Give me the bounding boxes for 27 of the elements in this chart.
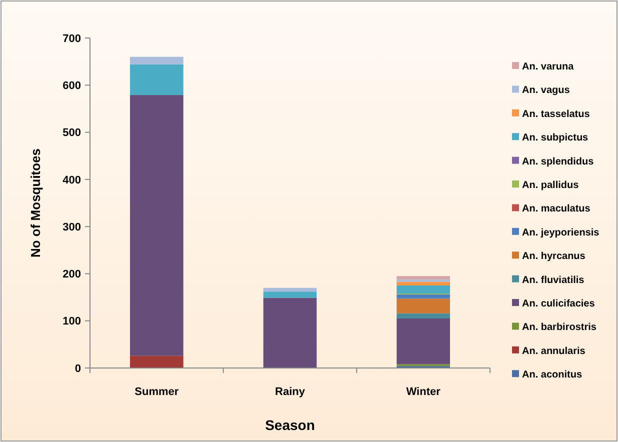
legend-label: An. fluviatilis [522,274,585,286]
y-tick-label: 300 [62,221,81,234]
legend-label: An. splendidus [522,156,594,168]
y-tick-label: 400 [62,174,81,186]
y-tick-label: 100 [62,316,81,328]
legend-label: An. hyrcanus [522,251,586,262]
y-tick-label: 500 [62,127,81,140]
legend-label: An. vagus [522,85,570,96]
y-tick-label: 600 [62,80,81,92]
legend-label: An. subpictus [522,132,589,144]
legend-label: An. jeyporiensis [522,227,600,238]
x-tick-label: Rainy [275,386,306,398]
legend-label: An. aconitus [522,370,582,381]
y-tick-label: 700 [62,32,81,45]
legend-label: An. varuna [522,62,574,72]
y-tick-label: 0 [74,362,81,375]
legend-label: An. tasselatus [522,108,590,120]
legend-label: An. annularis [522,346,586,357]
x-axis-title: Season [265,417,315,433]
legend-label: An. culicifacies [522,298,596,310]
y-axis-title: No of Mosquitoes [28,148,43,258]
x-tick-label: Winter [406,386,442,398]
legend-label: An. barbirostris [522,322,597,334]
legend-label: An. pallidus [522,180,580,191]
x-tick-label: Summer [134,386,180,398]
legend-label: An. maculatus [522,204,591,215]
y-tick-label: 200 [62,268,81,281]
